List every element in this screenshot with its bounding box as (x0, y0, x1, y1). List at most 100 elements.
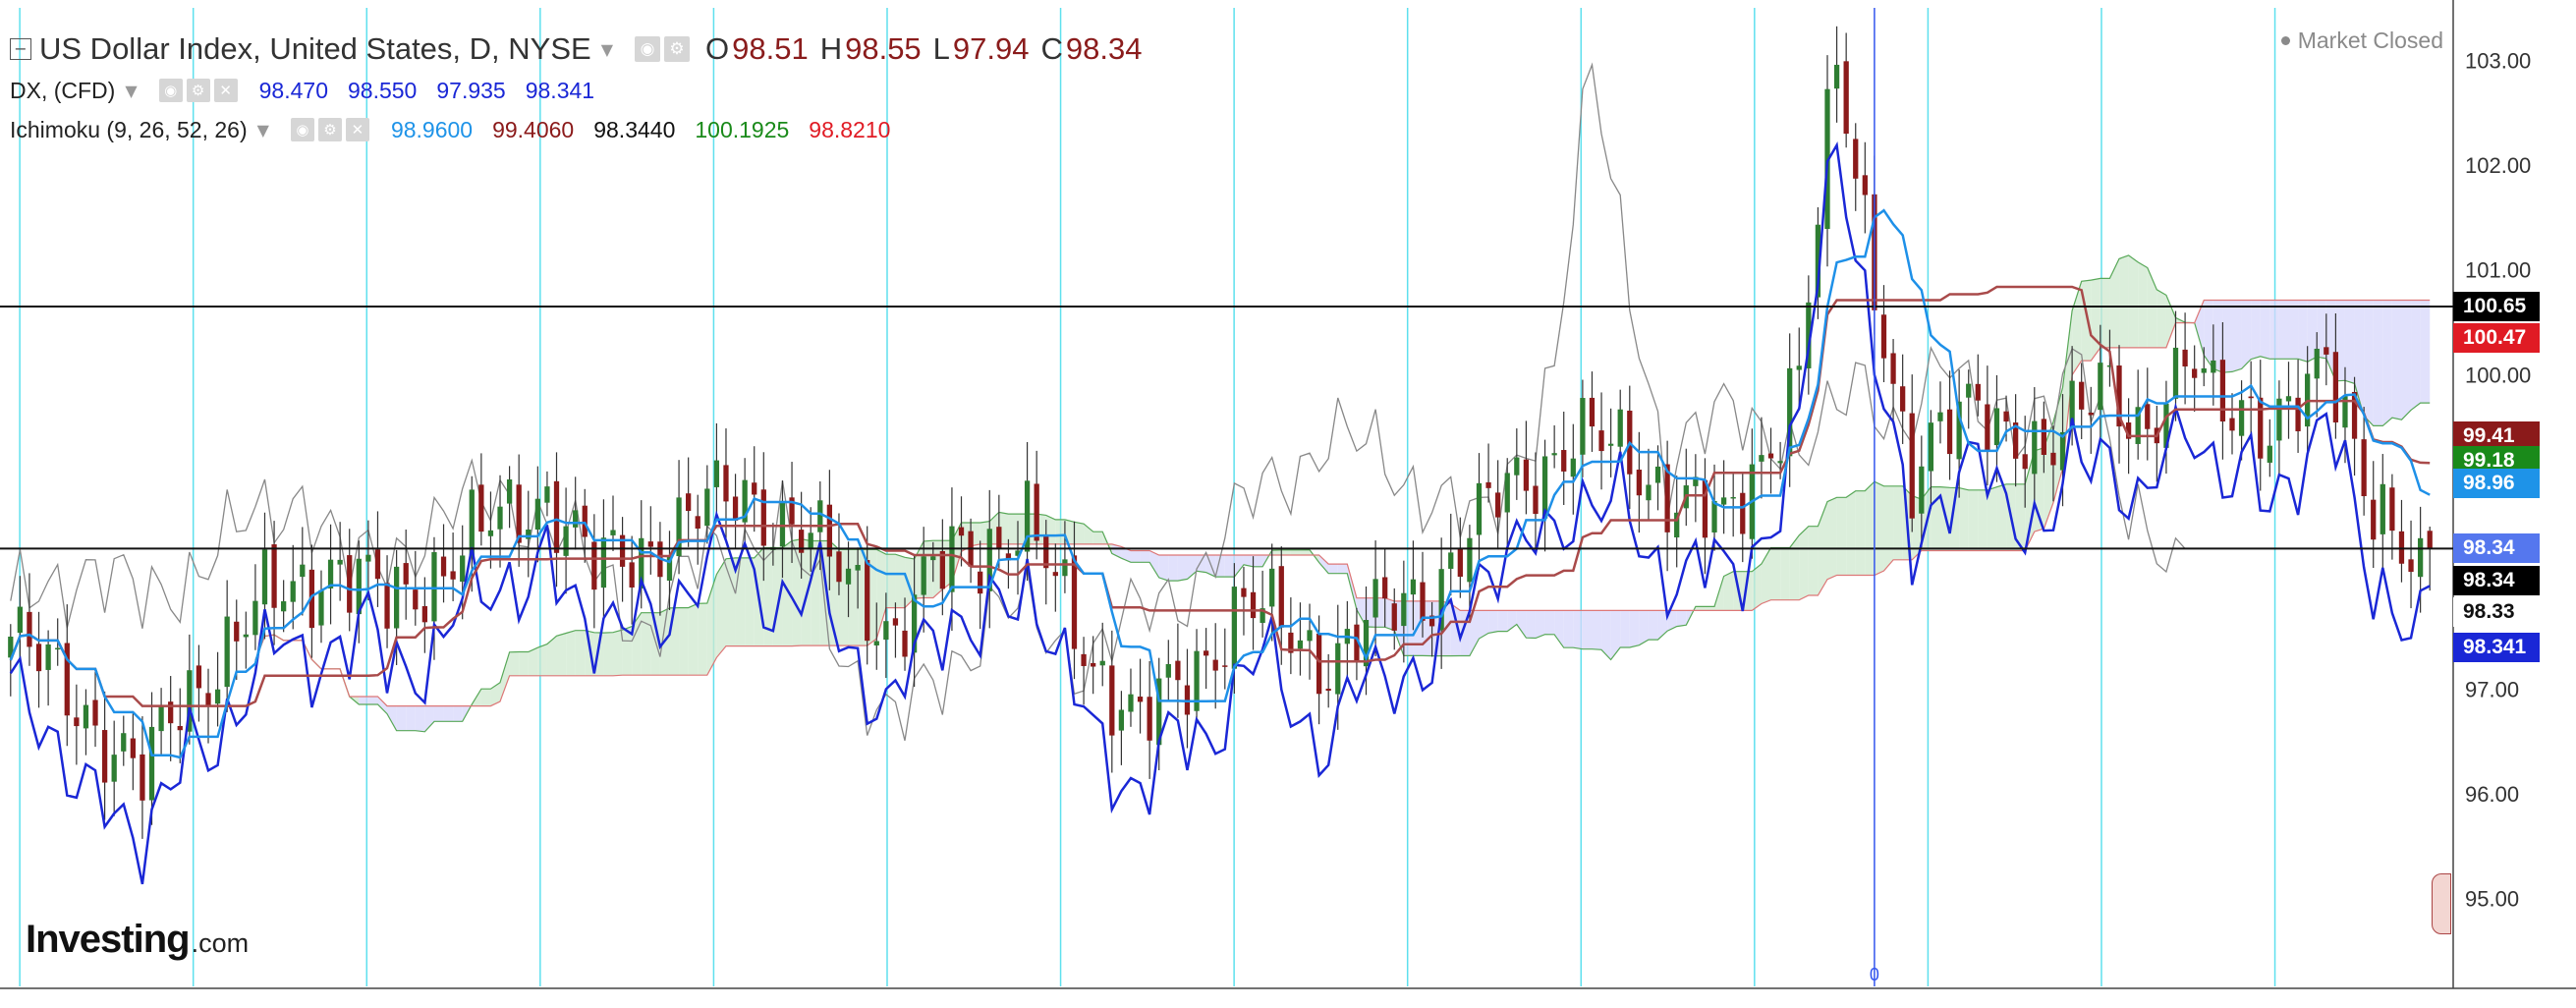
candle-body (1693, 476, 1699, 486)
cloud-segment (745, 557, 755, 646)
cloud-segment (1074, 522, 1085, 544)
cloud-segment (1639, 610, 1649, 645)
candle-body (121, 733, 127, 752)
cloud-segment (1883, 485, 1894, 572)
candle-body (2380, 483, 2385, 534)
candle-body (817, 500, 823, 532)
caret-down-icon[interactable]: ▼ (256, 120, 269, 140)
candle-body (1024, 480, 1031, 552)
candle-body (252, 600, 258, 636)
candle-body (666, 555, 673, 581)
tenkan-sen (9, 208, 2431, 759)
cloud-segment (641, 612, 651, 676)
gear-icon[interactable]: ⚙ (664, 36, 690, 62)
candle-body (2314, 348, 2320, 379)
cloud-segment (2354, 300, 2365, 417)
candle-body (1523, 459, 1530, 491)
y-tick-label: 100.00 (2465, 363, 2531, 387)
close-icon[interactable]: ✕ (345, 118, 369, 141)
candle-body (318, 589, 324, 626)
candle-body (2012, 422, 2019, 459)
candle-body (629, 562, 635, 588)
cloud-segment (1780, 547, 1790, 600)
eye-icon[interactable]: ◉ (635, 36, 660, 62)
cloud-segment (1356, 597, 1367, 628)
candle-body (2201, 367, 2207, 373)
candle-body (1203, 650, 1209, 656)
candle-body (2351, 391, 2358, 439)
cloud-segment (895, 554, 906, 608)
cloud-segment (2391, 300, 2402, 420)
candle-body (930, 556, 936, 561)
candle-body (1448, 552, 1454, 569)
candle-body (243, 634, 249, 638)
cloud-segment (1177, 554, 1188, 582)
caret-down-icon[interactable]: ▼ (125, 81, 138, 100)
candle-body (958, 527, 965, 536)
candle-body (1194, 650, 1200, 711)
price-tag: 100.47 (2453, 323, 2540, 353)
cloud-segment (792, 538, 802, 646)
candle-body (2135, 407, 2141, 444)
candle-body (92, 700, 98, 726)
cloud-segment (1479, 610, 1489, 640)
cloud-segment (2128, 254, 2139, 348)
candle-body (865, 560, 870, 642)
price-tag: 98.34 (2453, 533, 2540, 564)
candle-body (676, 497, 682, 557)
collapse-legend-button[interactable]: − (10, 38, 31, 60)
candle-body (647, 541, 653, 547)
cloud-segment (613, 630, 623, 676)
candle-body (1184, 685, 1191, 715)
candle-body (2276, 398, 2282, 441)
candle-body (732, 496, 739, 521)
cloud-segment (2373, 300, 2383, 426)
gear-icon[interactable]: ⚙ (317, 118, 342, 141)
open-value: 98.51 (732, 31, 809, 66)
cloud-segment (2241, 300, 2252, 369)
cloud-segment (1450, 603, 1461, 656)
close-icon[interactable]: ✕ (213, 79, 238, 102)
candle-body (1533, 485, 1539, 515)
candle-body (308, 569, 315, 629)
gear-icon[interactable]: ⚙ (186, 79, 210, 102)
study-value: 99.4060 (492, 116, 575, 142)
cloud-segment (1243, 554, 1254, 567)
eye-icon[interactable]: ◉ (290, 118, 314, 141)
cloud-segment (1620, 610, 1630, 647)
candle-body (2125, 422, 2132, 439)
candle-body (2116, 365, 2122, 427)
cloud-segment (2091, 278, 2100, 362)
price-scale-handle[interactable] (2432, 873, 2451, 934)
candle-body (2106, 364, 2113, 367)
eye-icon[interactable]: ◉ (158, 79, 183, 102)
candle-body (1504, 473, 1510, 513)
candle-body (1147, 697, 1152, 741)
cloud-segment (490, 682, 501, 706)
candle-body (35, 644, 42, 672)
candle-body (74, 717, 80, 727)
candle-body (1598, 430, 1604, 452)
candle-body (826, 504, 833, 557)
cloud-segment (1855, 490, 1866, 576)
caret-down-icon[interactable]: ▼ (600, 39, 613, 59)
cloud-segment (1140, 550, 1150, 563)
candle-body (187, 670, 193, 732)
candle-body (2324, 347, 2329, 355)
candle-body (1956, 401, 1962, 460)
candle-body (158, 706, 164, 732)
cloud-segment (1770, 547, 1781, 600)
candle-body (2050, 452, 2056, 466)
candle-body (261, 549, 268, 605)
cloud-segment (698, 602, 707, 676)
candle-body (83, 704, 89, 729)
candle-body (2408, 559, 2414, 573)
study-row-dx: DX, (CFD) ▼ ◉ ⚙ ✕ 98.470 98.550 97.935 9… (10, 71, 1142, 110)
candle-body (1438, 569, 1444, 631)
y-tick-label: 102.00 (2465, 153, 2531, 178)
candle-body (1570, 458, 1576, 477)
candle-body (1062, 559, 1068, 577)
cloud-segment (688, 603, 699, 676)
